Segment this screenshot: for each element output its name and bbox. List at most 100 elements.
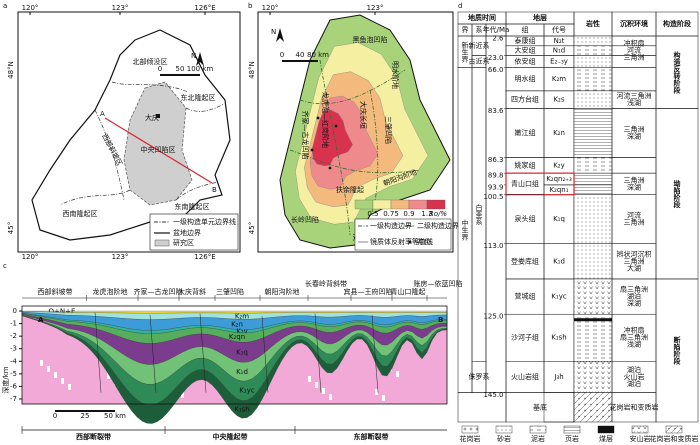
scale-label: 25 [81,412,90,420]
region-label: 大庆 [145,113,159,122]
unit-label: 长春岭背斜带 [305,279,347,288]
code-label: K₁yc [551,293,567,301]
formation-label: 嫩江组 [515,128,536,137]
legend-label: 一级构造单元边界线 [173,217,236,226]
header: 沉积环境 [620,19,648,28]
section-line [104,117,213,184]
scale-bar [160,74,200,76]
scale-label: 50 [176,65,185,73]
environment-label: 河流 [627,211,641,220]
zone-label: 东部断裂带 [354,432,389,441]
colorbar-swatch [390,199,410,210]
unit-label: 宾县—王府凹陷 [344,287,393,296]
layer-label: K₂qn [229,333,245,341]
colorbar-tick: 0.9 [403,210,414,218]
environment-label: 深湖 [627,131,641,140]
well [316,116,320,120]
code-label: K₁sh [551,334,566,342]
unit-boundary [319,59,351,236]
header: 系 [476,25,483,34]
unit-label: 朝阳沟阶地 [265,287,300,296]
colorbar-tick: 1.3 [421,210,432,218]
north-label: N [271,28,276,36]
region-label: 长岭凹陷 [291,215,319,224]
layer-label: K₂n [231,320,243,328]
lon-tick-label: 120° [262,4,279,12]
code-label: K₂n [553,129,565,137]
header: 组 [522,25,529,34]
environment-label: 湖泊 [627,292,641,301]
environment-label: 火山岩 [624,372,645,381]
code-label: K₂s [553,96,564,104]
lat-tick-label: 45° [7,222,15,234]
region-label: 三肇凹陷 [384,116,393,144]
legend-label: 镜质体反射率等值线 [370,237,433,246]
region-label: 大庆长垣 [359,101,368,129]
table-cell [573,278,613,315]
table-cell [573,45,613,56]
system-label: 侏罗系 [469,372,490,381]
legend-swatch [461,425,479,434]
unit-label: 账房—依蓝凹陷 [414,279,463,288]
y-tick-label: -2 [10,332,17,340]
formation-label: 四方台组 [511,95,539,104]
environment-label: 河流三角洲 [617,91,652,100]
environment-label: 三角洲 [624,124,645,133]
age-label: 93.9 [488,183,504,191]
region-label: 齐家—古龙凹陷 [301,111,310,160]
granite-mark [382,395,385,401]
panel-a: a 120° 120° 123° 123° 126°E 126°E 48°N 45° A B 北部倾没… [3,2,241,261]
legend-label: 煤层 [599,434,613,443]
table-cell [573,194,613,244]
code-label: K₂y [553,161,565,169]
y-tick-label: 0 [13,307,17,315]
colorbar-unit: Ro/% [429,210,448,218]
ro-zone [311,109,353,167]
layer-label: K₁sh [234,405,249,413]
unit-label: 三肇凹陷 [216,287,244,296]
granite-mark [329,394,332,400]
granite-mark [107,373,110,379]
header: 地质时间 [468,13,496,22]
legend-label: 花岗岩和变质岩 [650,434,699,443]
table-cell [655,278,699,423]
colorbar-swatch [408,199,428,210]
formation-label: 明水组 [515,74,536,83]
y-tick-label: -7 [10,395,17,403]
formation-label: 基底 [533,402,547,411]
formation-label: 登娄库组 [511,256,539,265]
north-label: N [191,52,196,60]
fault [314,313,322,393]
lon-tick-label: 123° [112,4,129,12]
colorbar-swatch [426,199,446,210]
environment-label: 辫状河沉积 [617,249,652,258]
scale-label: 80 km [307,51,329,59]
legend-label: 研究区 [173,238,194,247]
code-label: K₁q [553,215,565,223]
legend-box [354,218,452,251]
unit-label: 龙虎泡阶地 [93,287,128,296]
environment-label: 浅湖 [627,340,641,349]
region-label: 中央凹陷区 [141,145,176,154]
table-cell [573,35,613,47]
stage-label: 构造反转阶段 [673,50,682,94]
y-tick-label: -1 [10,320,17,328]
environment-label: 扇三角洲 [620,285,648,294]
legend-label: 盆地边界 [173,228,201,237]
formation-label: 青山口组 [511,179,539,188]
age-label: 89.8 [488,172,504,180]
north-arrow [276,28,284,42]
formation-label: 依安组 [515,56,536,65]
panel-d: d 地质时间 地层岩性 沉积环境 构造阶段界系年代/Ma 组 代号新生界中生界 新近系古近系白… [457,2,699,443]
lon-tick-label: 126°E [194,4,215,12]
unit-boundary [299,69,406,105]
table-cell [611,67,657,92]
formation-label: 沙河子组 [511,333,539,342]
header: 代号 [552,25,566,34]
legend-swatch [408,240,412,244]
era-label: 新生界 [461,40,469,63]
legend-swatch [154,239,170,247]
layer-label: K₁d [236,368,248,376]
system-label: 白垩系 [475,203,483,225]
